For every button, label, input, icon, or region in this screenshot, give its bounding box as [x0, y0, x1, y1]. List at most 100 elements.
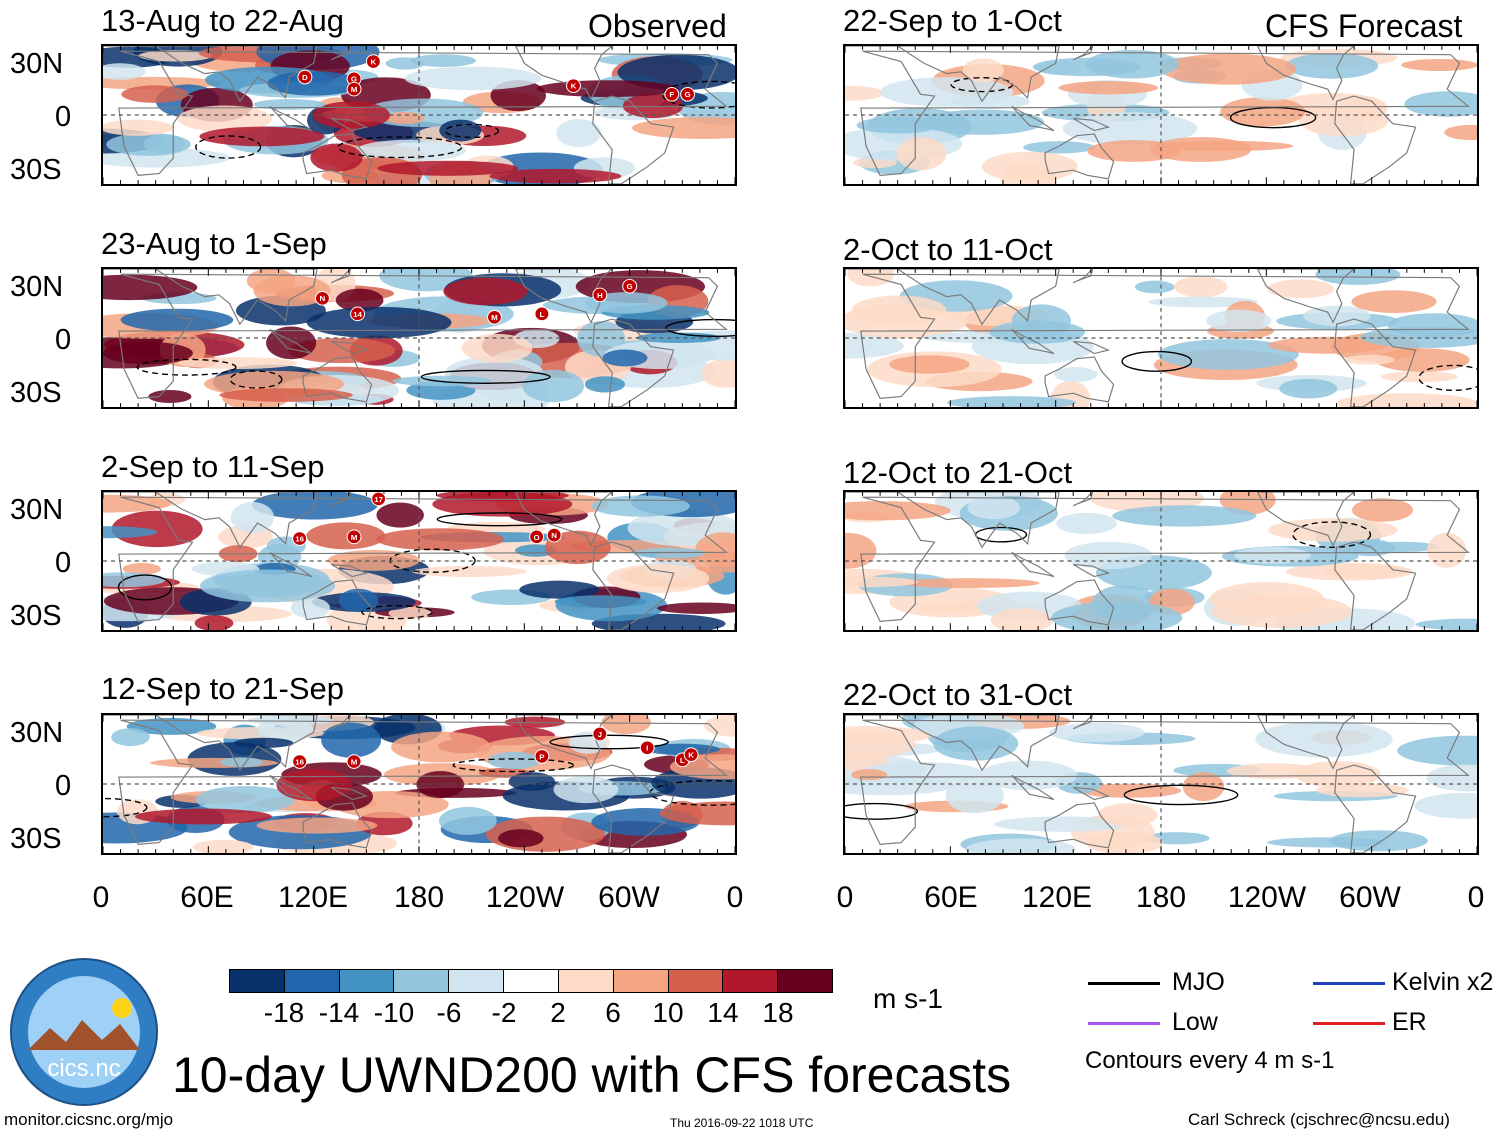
footer-timestamp: Thu 2016-09-22 1018 UTC: [670, 1116, 814, 1130]
map-svg-obs-4: 16 M P J I LK: [103, 715, 735, 853]
coastline: [1011, 105, 1055, 132]
xlabel-obs-60e: 60E: [180, 881, 234, 914]
wind-anomaly-blob: [377, 160, 519, 176]
wind-anomaly-blob: [103, 572, 166, 588]
colorbar-label: 10: [652, 997, 684, 1028]
coastline: [1072, 786, 1111, 801]
colorbar-segment: [449, 970, 505, 992]
wind-anomaly-blob: [851, 769, 888, 781]
mjo-contour: [436, 512, 563, 527]
tropical-storm-marker: K: [365, 54, 381, 69]
storm-symbol: [346, 81, 362, 97]
wind-anomaly-blob: [845, 576, 919, 588]
mjo-contour: [361, 605, 433, 620]
wind-anomaly-blob: [338, 588, 379, 613]
panel-title-fc-3: 12-Oct to 21-Oct: [843, 455, 1073, 490]
wind-anomaly-blob: [253, 275, 331, 307]
wind-anomaly-field: [103, 46, 735, 184]
wind-anomaly-blob: [945, 777, 1004, 814]
wind-anomaly-blob: [947, 396, 1077, 407]
map-panel-fc-2: [843, 267, 1479, 409]
wind-anomaly-blob: [951, 94, 1030, 110]
wind-anomaly-blob: [1112, 505, 1257, 527]
wind-anomaly-blob: [1401, 58, 1477, 72]
coastline: [1256, 269, 1356, 324]
coastline: [302, 802, 373, 849]
wind-anomaly-blob: [643, 743, 720, 755]
storm-label: I: [646, 744, 648, 753]
panel-title-obs-2: 23-Aug to 1-Sep: [101, 226, 327, 261]
coastline: [845, 269, 1060, 326]
ylabel-eq-row4: 0: [55, 770, 72, 802]
coastline: [860, 50, 1470, 176]
wind-anomaly-blob: [321, 722, 382, 758]
coastline: [330, 492, 352, 507]
storm-symbol: [680, 87, 696, 102]
coastline: [269, 551, 313, 578]
xlabel-obs-180: 180: [393, 881, 445, 914]
wind-anomaly-blob: [121, 85, 189, 103]
storm-label: K: [370, 58, 376, 67]
colorbar-segment: [284, 970, 340, 992]
tropical-storm-marker: 16: [292, 754, 308, 769]
wind-anomaly-blob: [122, 563, 161, 575]
map-svg-fc-1: [845, 46, 1477, 184]
coastline: [1011, 328, 1055, 355]
mjo-contour: [452, 758, 575, 773]
wind-anomaly-blob: [355, 139, 466, 162]
mjo-contour: [195, 135, 262, 159]
colorbar-label: -2: [491, 997, 517, 1028]
wind-anomaly-blob: [1268, 518, 1398, 542]
wind-anomaly-blob: [267, 71, 361, 96]
ylabel-30n-row1: 30N: [10, 48, 64, 80]
coastline: [845, 492, 1060, 549]
ylabel-eq-row3: 0: [55, 547, 72, 579]
mjo-contour: [845, 802, 919, 820]
wind-anomaly-blob: [1049, 722, 1145, 743]
wind-anomaly-blob: [657, 602, 735, 614]
ylabel-eq-row2: 0: [55, 324, 72, 356]
ylabel-30n-row3: 30N: [10, 494, 64, 526]
coastline: [1334, 764, 1417, 853]
storm-symbol: [639, 740, 655, 756]
wind-anomaly-blob: [1303, 305, 1371, 327]
wind-anomaly-blob: [1053, 367, 1098, 383]
wind-anomaly-blob: [851, 295, 947, 325]
tropical-storm-marker: L: [534, 306, 550, 322]
wind-anomaly-blob: [858, 762, 984, 785]
wind-anomaly-blob: [1295, 761, 1381, 788]
storm-label: M: [351, 533, 358, 542]
coastline: [1011, 551, 1055, 578]
wind-anomaly-blob: [601, 715, 651, 735]
storm-label: P: [539, 752, 544, 761]
ylabel-eq-row1: 0: [55, 101, 72, 133]
tropical-storm-marker: M: [346, 529, 362, 545]
coastline: [1334, 95, 1417, 184]
wind-anomaly-blob: [659, 801, 735, 826]
wind-anomaly-blob: [1444, 124, 1477, 141]
coastline: [1256, 492, 1356, 547]
storm-label: K: [688, 751, 694, 760]
colorbar-segment: [230, 970, 285, 992]
wind-anomaly-blob: [1351, 498, 1413, 522]
map-panel-obs-3: 17 16 M O N: [101, 490, 737, 632]
wind-anomaly-blob: [990, 608, 1053, 630]
coastline: [1072, 715, 1094, 730]
coastline: [514, 715, 614, 770]
storm-label: M: [351, 758, 358, 767]
wind-anomaly-blob: [103, 526, 158, 539]
wind-anomaly-blob: [103, 341, 193, 365]
wind-anomaly-blob: [1279, 378, 1338, 399]
storm-label: L: [539, 310, 544, 319]
coastline: [1044, 356, 1115, 403]
coastline: [1072, 46, 1094, 61]
colorbar-label: 18: [762, 997, 794, 1028]
wind-anomaly-field: [845, 492, 1477, 630]
coastline: [330, 269, 352, 284]
tropical-storm-marker: 17: [371, 492, 387, 507]
coastline: [330, 563, 369, 578]
wind-anomaly-blob: [438, 806, 497, 835]
wind-anomaly-blob: [335, 288, 384, 312]
wind-anomaly-blob: [1397, 735, 1477, 766]
colorbar-segment: [778, 970, 832, 992]
